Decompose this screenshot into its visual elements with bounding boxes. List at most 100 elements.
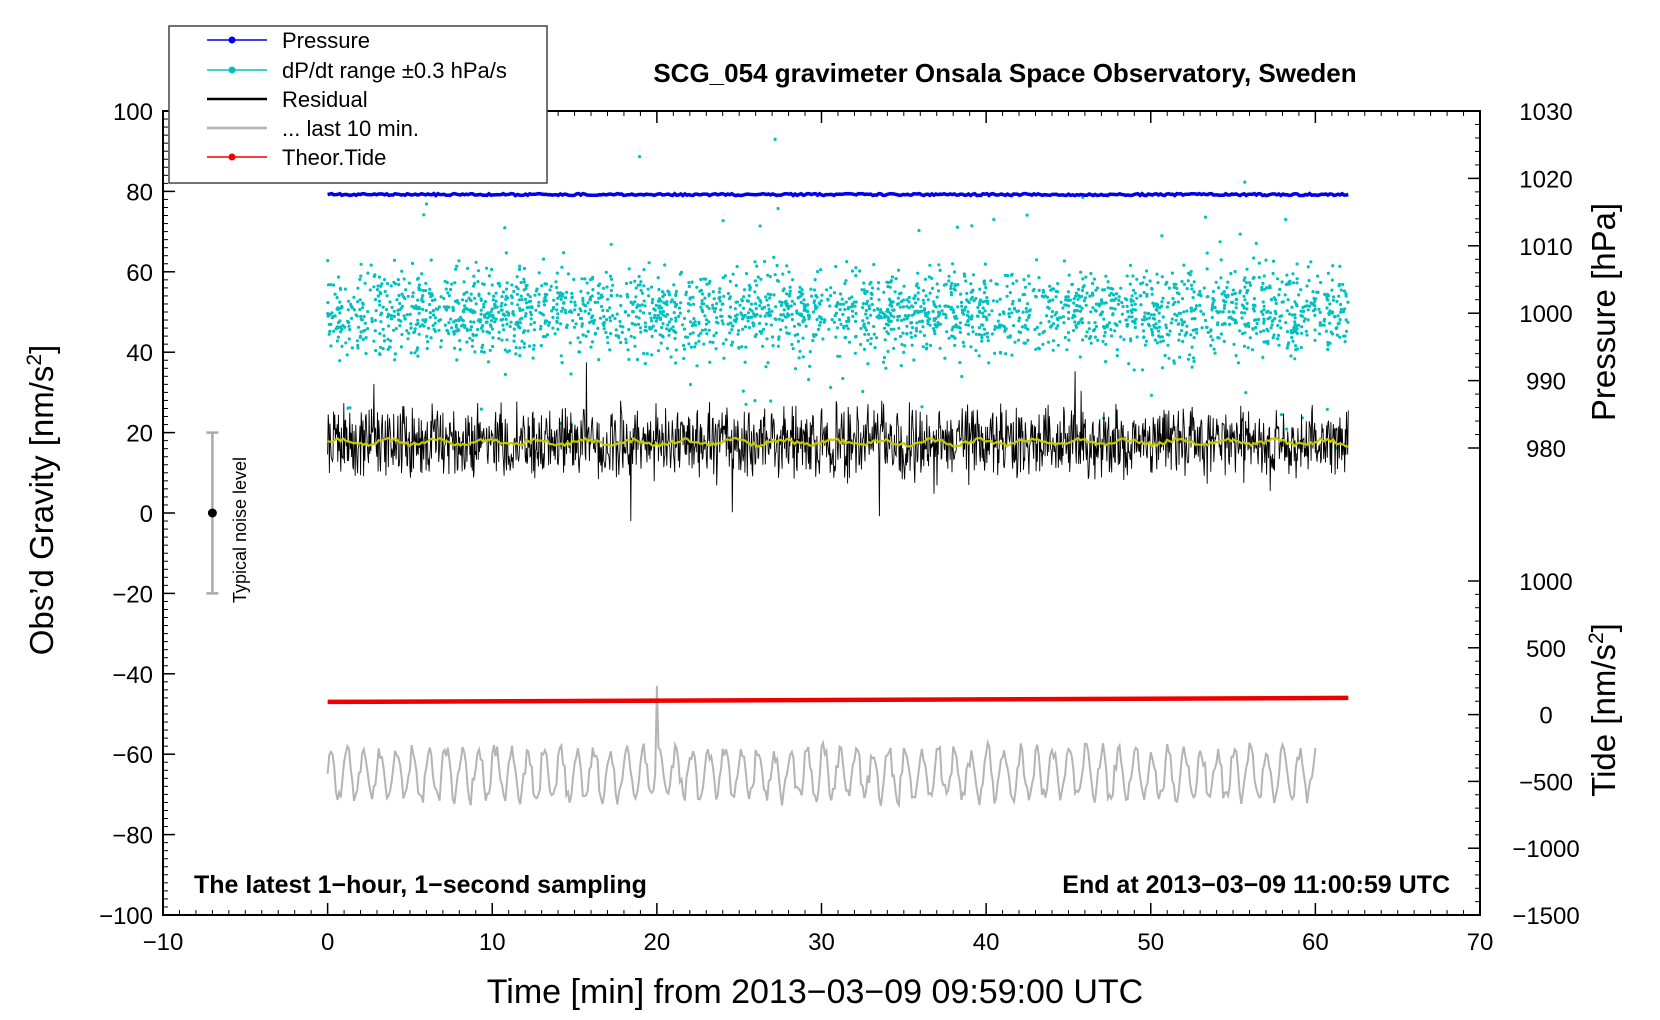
dpdt-point — [1141, 318, 1145, 322]
dpdt-point — [1255, 331, 1259, 336]
dpdt-point — [741, 327, 745, 331]
annotation-end-time: End at 2013−03−09 11:00:59 UTC — [1062, 871, 1450, 899]
dpdt-point — [469, 298, 473, 303]
dpdt-point — [1218, 240, 1222, 244]
dpdt-point — [516, 287, 520, 291]
dpdt-point — [529, 322, 533, 326]
dpdt-point — [1295, 262, 1299, 266]
dpdt-point — [901, 298, 906, 302]
dpdt-point — [665, 303, 669, 307]
dpdt-point — [959, 292, 963, 296]
dpdt-point — [1317, 332, 1322, 336]
dpdt-point — [1150, 328, 1154, 332]
dpdt-point — [487, 331, 492, 335]
dpdt-point — [936, 289, 941, 293]
dpdt-point — [358, 298, 362, 302]
dpdt-point — [550, 309, 554, 313]
dpdt-point — [379, 320, 383, 324]
dpdt-point — [1331, 310, 1335, 314]
dpdt-point — [569, 300, 573, 304]
dpdt-point — [927, 275, 932, 279]
dpdt-point — [967, 323, 971, 327]
dpdt-point — [406, 294, 410, 298]
dpdt-point — [1015, 279, 1019, 283]
dpdt-point — [494, 291, 498, 295]
dpdt-point — [337, 325, 341, 329]
dpdt-point — [480, 324, 485, 328]
dpdt-point — [707, 320, 711, 324]
dpdt-point — [473, 296, 477, 300]
dpdt-point — [1053, 313, 1057, 317]
dpdt-point — [482, 302, 486, 306]
dpdt-point — [1198, 289, 1202, 294]
dpdt-point — [785, 264, 789, 268]
dpdt-point — [449, 317, 453, 321]
dpdt-point — [902, 350, 906, 354]
legend-label-last10: ... last 10 min. — [282, 116, 419, 141]
dpdt-point — [933, 332, 937, 336]
dpdt-point — [936, 320, 940, 325]
dpdt-point — [515, 320, 519, 325]
dpdt-point — [1008, 307, 1012, 311]
dpdt-point — [864, 302, 869, 306]
dpdt-point — [340, 327, 344, 331]
y-tick-label: 80 — [126, 179, 153, 206]
dpdt-point — [1307, 279, 1311, 283]
dpdt-point — [907, 295, 911, 300]
dpdt-point — [1251, 327, 1255, 331]
dpdt-point — [1302, 309, 1306, 313]
dpdt-point — [869, 296, 873, 301]
dpdt-point — [427, 302, 432, 307]
dpdt-point — [741, 306, 746, 310]
dpdt-point — [1072, 301, 1076, 305]
dpdt-point — [345, 353, 349, 357]
dpdt-point — [1156, 281, 1160, 285]
dpdt-point — [964, 279, 968, 283]
dpdt-point — [614, 333, 618, 338]
dpdt-point — [527, 300, 531, 304]
dpdt-point — [688, 332, 692, 336]
dpdt-point — [395, 298, 399, 302]
dpdt-point — [777, 335, 781, 339]
dpdt-point — [356, 346, 360, 350]
dpdt-point — [926, 312, 930, 316]
dpdt-point — [1222, 290, 1226, 294]
dpdt-point — [499, 318, 503, 322]
dpdt-point — [1141, 329, 1146, 333]
dpdt-point — [812, 333, 816, 337]
dpdt-point — [1195, 331, 1199, 335]
dpdt-point — [469, 292, 473, 296]
dpdt-point — [1284, 321, 1288, 325]
dpdt-point — [769, 399, 773, 403]
dpdt-point — [581, 333, 585, 337]
dpdt-point — [1192, 290, 1196, 294]
dpdt-point — [652, 307, 656, 311]
dpdt-point — [373, 329, 377, 333]
dpdt-point — [1192, 336, 1196, 340]
dpdt-point — [383, 289, 387, 294]
dpdt-point — [731, 340, 735, 344]
dpdt-point — [681, 323, 685, 327]
dpdt-point — [326, 314, 330, 318]
dpdt-point — [1234, 306, 1238, 310]
dpdt-point — [487, 274, 491, 278]
dpdt-point — [617, 335, 621, 339]
dpdt-point — [1203, 215, 1208, 219]
dpdt-point — [787, 294, 792, 298]
dpdt-point — [1295, 277, 1299, 281]
dpdt-point — [1035, 325, 1039, 329]
dpdt-point — [975, 314, 980, 318]
dpdt-point — [672, 283, 676, 287]
dpdt-point — [885, 280, 889, 284]
dpdt-point — [429, 258, 433, 262]
dpdt-point — [1240, 332, 1245, 336]
dpdt-point — [500, 338, 504, 342]
dpdt-point — [497, 336, 501, 341]
dpdt-point — [421, 289, 425, 293]
dpdt-point — [861, 389, 865, 394]
dpdt-point — [386, 282, 390, 286]
dpdt-point — [952, 310, 956, 314]
dpdt-point — [382, 334, 386, 338]
dpdt-point — [1056, 343, 1060, 347]
dpdt-point — [720, 302, 724, 306]
